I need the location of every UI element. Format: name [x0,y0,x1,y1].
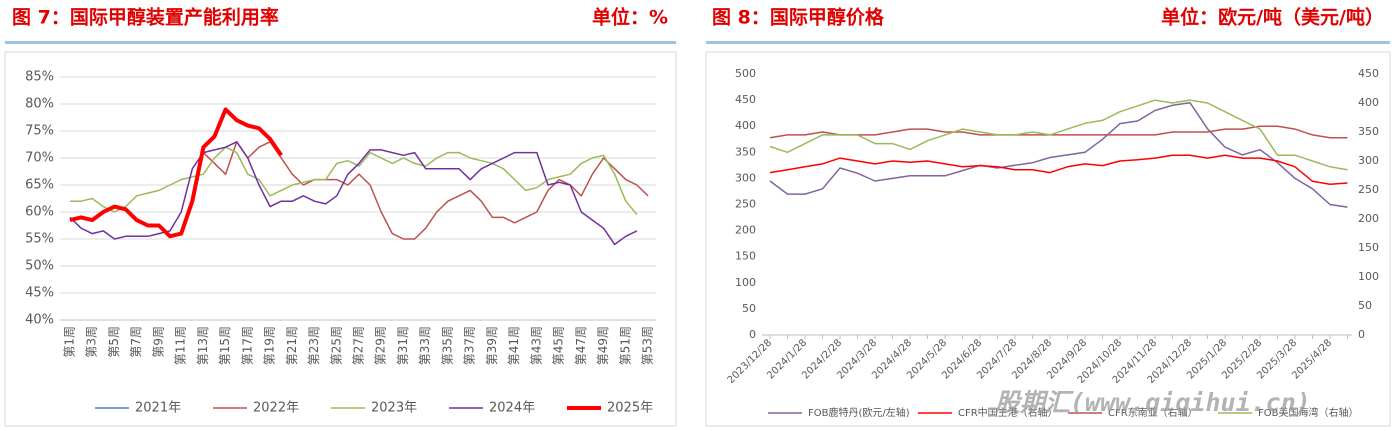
x-tick-label: 第37周 [463,326,477,365]
chart-title: 图 7：国际甲醇装置产能利用率 [12,6,279,29]
y-tick-label: 45% [25,286,54,301]
x-tick-label: 第17周 [240,326,254,365]
x-tick-label: 第53周 [641,326,655,365]
y-tick-label: 500 [735,67,756,80]
series-line [769,125,1348,139]
x-tick-label: 第39周 [485,326,499,365]
legend-label: FOB鹿特丹(欧元/左轴) [808,406,910,419]
x-tick-label: 第5周 [107,326,121,358]
y-tick-label: 350 [735,145,756,158]
x-tick-label: 第25周 [329,326,343,365]
legend-label: 2023年 [371,401,417,416]
y-tick-label: 85% [25,70,54,85]
y-tick-label: 250 [735,198,756,211]
x-tick-label: 第41周 [507,326,521,365]
y-tick-label: 40% [25,313,54,328]
x-tick-label: 第1周 [63,326,77,358]
y-tick-label: 250 [1358,183,1379,196]
series-line [69,107,283,239]
series-line [69,141,638,246]
legend-label: 2025年 [607,401,653,416]
y-tick-label: 75% [25,124,54,139]
y-tick-label: 50 [742,302,756,315]
y-tick-label: 200 [1358,212,1379,225]
y-tick-label: 200 [735,224,756,237]
series-line [70,146,638,216]
y-tick-label: 450 [735,93,756,106]
y-tick-label: 70% [25,151,54,166]
x-tick-label: 第21周 [285,326,299,365]
x-tick-label: 第35周 [440,326,454,365]
y-tick-label: 300 [1358,154,1379,167]
legend-label: FOB美国海湾（右轴） [1258,406,1358,419]
legend-label: 2021年 [135,401,181,416]
plot-frame [705,51,1391,427]
y-tick-label: 100 [735,276,756,289]
series-line [202,141,649,240]
unit-label: 单位：% [592,6,668,29]
x-tick-label: 第11周 [174,326,188,365]
x-tick-label: 第19周 [263,326,277,365]
x-tick-label: 第3周 [85,326,99,358]
legend-label: 2024年 [489,401,535,416]
series-line [769,99,1348,171]
y-tick-label: 400 [735,119,756,132]
x-tick-label: 第23周 [307,326,321,365]
x-tick-label: 第49周 [596,326,610,365]
y-tick-label: 0 [1358,328,1365,341]
x-tick-label: 第43周 [529,326,543,365]
y-tick-label: 50 [1358,299,1372,312]
x-tick-label: 第9周 [151,326,165,358]
y-tick-label: 65% [25,178,54,193]
x-tick-label: 第27周 [352,326,366,365]
y-tick-label: 55% [25,232,54,247]
y-tick-label: 450 [1358,67,1379,80]
y-tick-label: 0 [749,328,756,341]
y-tick-label: 80% [25,97,54,112]
x-tick-label: 第15周 [218,326,232,365]
y-tick-label: 300 [735,171,756,184]
y-tick-label: 400 [1358,96,1379,109]
watermark: 股期汇(www.qiqihui.cn) [994,388,1311,417]
title-rule [5,41,676,44]
series-line [769,154,1348,185]
x-tick-label: 第47周 [574,326,588,365]
charts: 图 7：国际甲醇装置产能利用率 单位：% 40% 45% 50% 55% 60% 65% 70%… [4,6,1391,427]
x-tick-label: 第31周 [396,326,410,365]
y-tick-label: 60% [25,205,54,220]
chart-title: 图 8：国际甲醇价格 [712,6,885,29]
y-tick-label: 50% [25,259,54,274]
x-tick-label: 2023/12/28 [726,337,775,386]
x-tick-label: 第13周 [196,326,210,365]
legend-label: CFR东南亚（右轴） [1108,406,1198,419]
title-rule [706,41,1390,44]
legend-label: 2022年 [253,401,299,416]
unit-label: 单位：欧元/吨（美元/吨） [1161,6,1384,29]
series-line [769,101,1348,208]
y-tick-label: 350 [1358,125,1379,138]
x-tick-label: 第45周 [552,326,566,365]
legend-label: CFR中国主港（右轴） [958,406,1058,419]
x-tick-label: 第7周 [129,326,143,358]
x-tick-label: 第51周 [618,326,632,365]
plot-frame [4,51,677,427]
y-tick-label: 100 [1358,270,1379,283]
x-tick-label: 第33周 [418,326,432,365]
y-tick-label: 150 [735,250,756,263]
y-tick-label: 150 [1358,241,1379,254]
x-tick-label: 第29周 [374,326,388,365]
